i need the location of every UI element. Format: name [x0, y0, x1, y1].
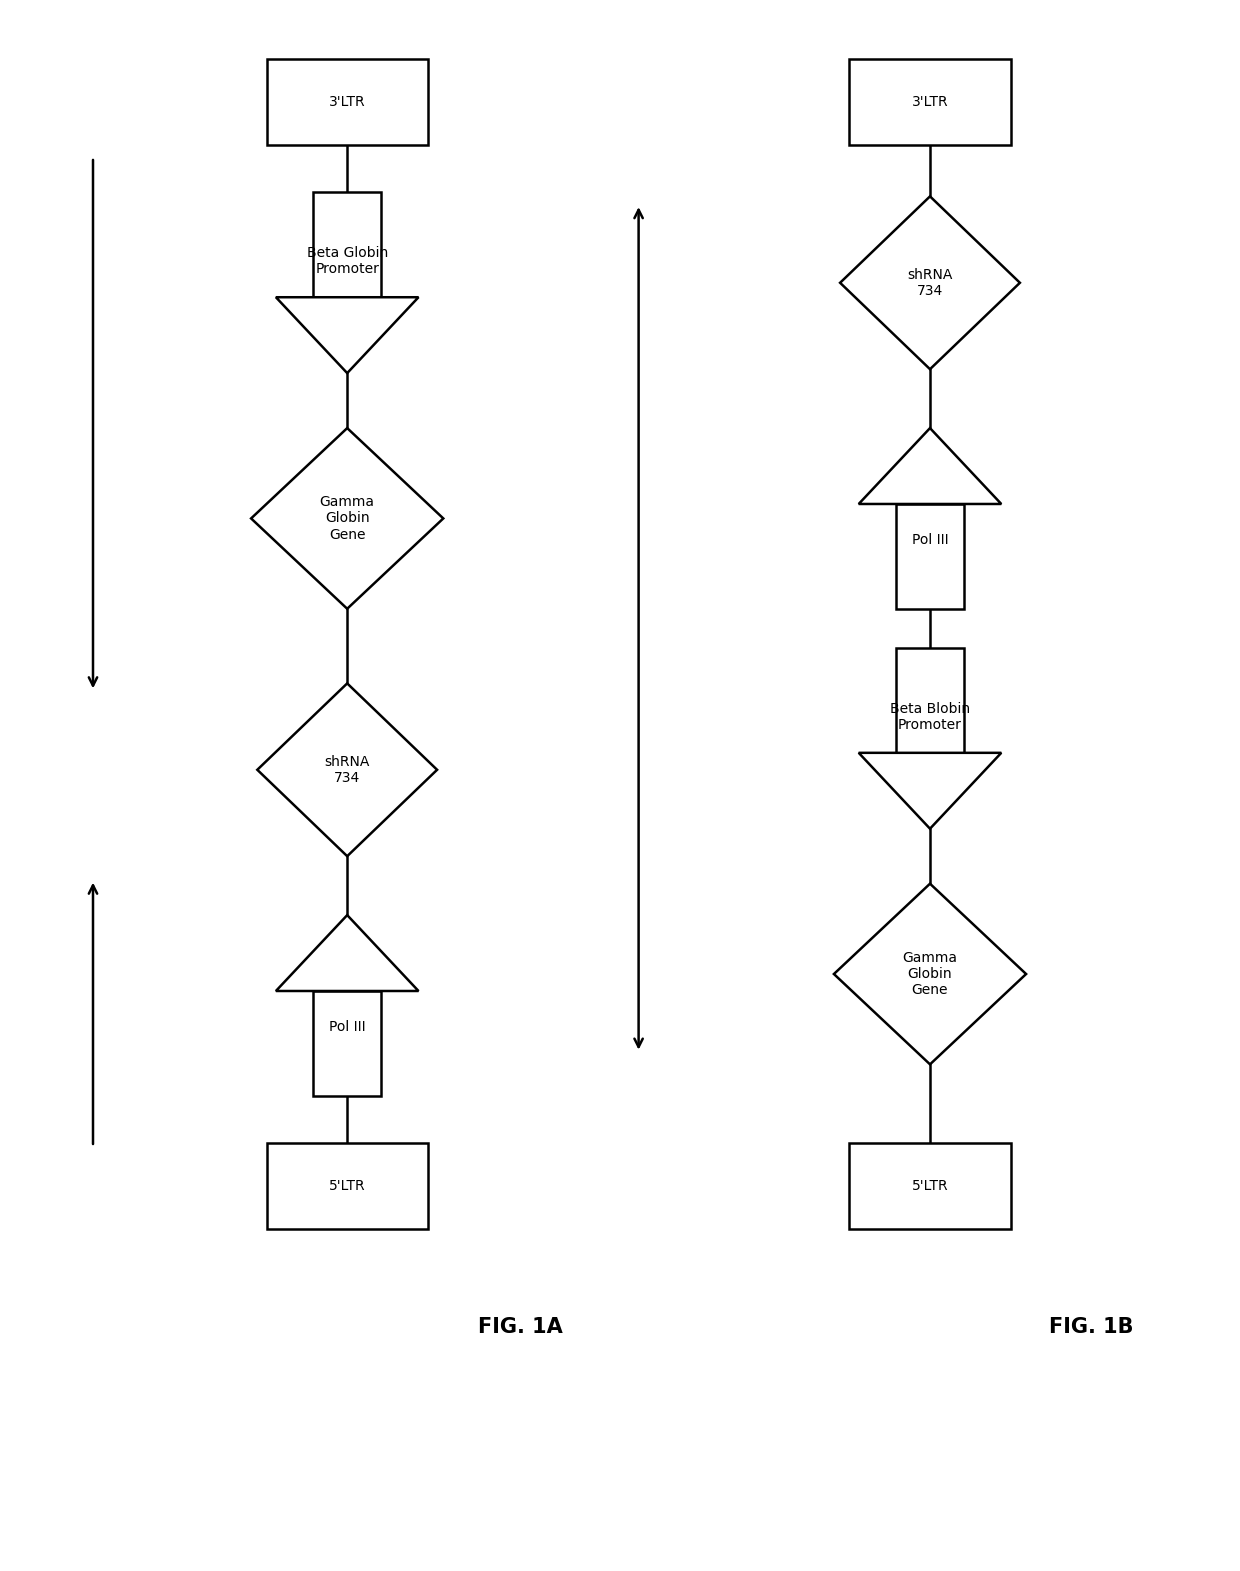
Polygon shape — [258, 683, 438, 856]
Bar — [849, 58, 1011, 146]
Text: FIG. 1B: FIG. 1B — [1049, 1318, 1133, 1337]
Bar — [312, 991, 382, 1097]
Polygon shape — [277, 297, 419, 374]
Bar — [312, 193, 382, 297]
Text: Pol III: Pol III — [329, 1020, 366, 1034]
Text: Beta Globin
Promoter: Beta Globin Promoter — [306, 247, 388, 276]
Bar — [895, 504, 965, 608]
Polygon shape — [833, 883, 1025, 1065]
Text: Beta Blobin
Promoter: Beta Blobin Promoter — [890, 702, 970, 732]
Text: 3'LTR: 3'LTR — [911, 96, 949, 108]
Polygon shape — [277, 914, 419, 991]
Bar — [267, 1144, 428, 1229]
Text: 5'LTR: 5'LTR — [329, 1180, 366, 1192]
Polygon shape — [858, 753, 1002, 829]
Bar — [895, 647, 965, 753]
Bar — [267, 58, 428, 146]
Polygon shape — [858, 427, 1002, 504]
Text: shRNA
734: shRNA 734 — [325, 754, 370, 786]
Polygon shape — [841, 196, 1019, 369]
Text: Gamma
Globin
Gene: Gamma Globin Gene — [320, 495, 374, 542]
Text: Gamma
Globin
Gene: Gamma Globin Gene — [903, 950, 957, 998]
Text: Pol III: Pol III — [911, 533, 949, 547]
Text: shRNA
734: shRNA 734 — [908, 267, 952, 298]
Bar — [849, 1144, 1011, 1229]
Text: FIG. 1A: FIG. 1A — [479, 1318, 563, 1337]
Text: 5'LTR: 5'LTR — [911, 1180, 949, 1192]
Polygon shape — [250, 427, 444, 608]
Text: 3'LTR: 3'LTR — [329, 96, 366, 108]
